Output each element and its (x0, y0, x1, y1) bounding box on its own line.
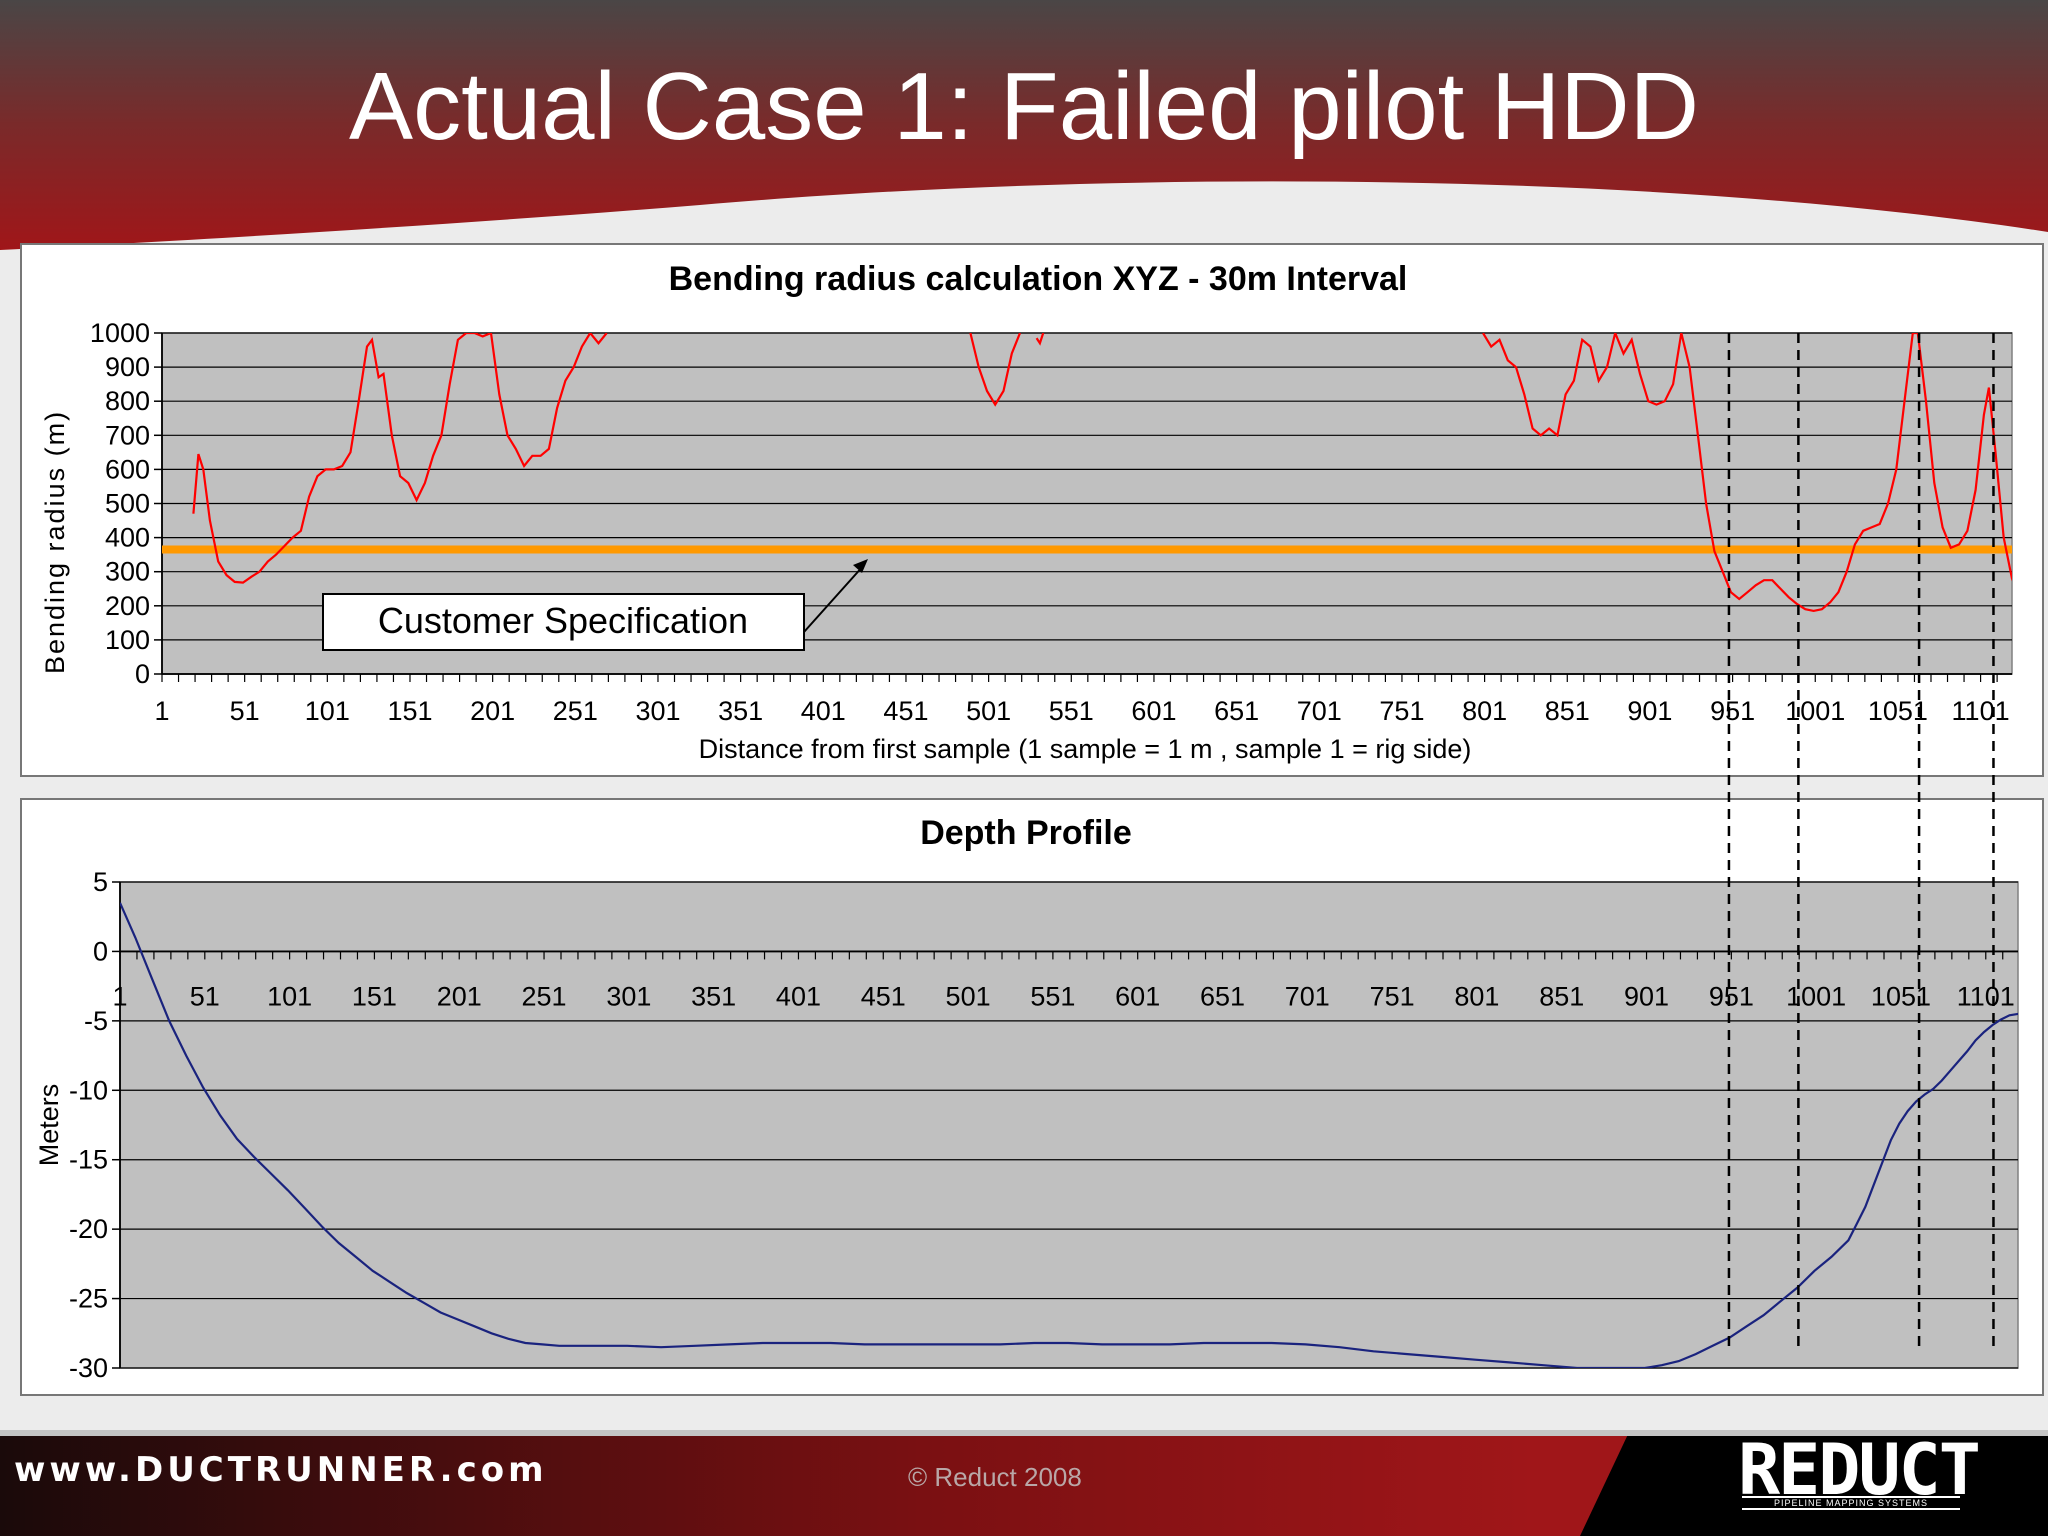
footer-website-link[interactable]: www.DUCTRUNNER.com (14, 1450, 548, 1490)
footer-copyright: © Reduct 2008 (908, 1462, 1082, 1492)
x-tick-label: 101 (267, 981, 312, 1011)
x-tick-label: 601 (1115, 981, 1160, 1011)
depth-y-axis-label: Meters (34, 1084, 64, 1167)
depth-profile-chart-panel: Depth Profile 5 0 -5 -10 -15 -20 -25 -30 1 51 101 1… (20, 798, 2044, 1396)
x-tick-label: 901 (1627, 696, 1672, 726)
y-tick-label: 300 (105, 557, 150, 587)
y-tick-label: 700 (105, 420, 150, 450)
x-tick-label: 201 (470, 696, 515, 726)
bending-y-axis-label: Bending radius (m) (40, 410, 70, 674)
callout-arrowhead (853, 559, 868, 573)
reduct-logo: REDUCT (1738, 1429, 1981, 1511)
x-tick-label: 151 (387, 696, 432, 726)
x-tick-label: 151 (352, 981, 397, 1011)
bending-radius-series (489, 333, 608, 469)
y-tick-label: 0 (93, 936, 108, 966)
y-tick-label: -10 (69, 1075, 108, 1105)
x-tick-label: 951 (1709, 981, 1754, 1011)
x-tick-label: 1101 (1957, 981, 2015, 1011)
x-tick-label: 351 (691, 981, 736, 1011)
y-tick-label: 900 (105, 352, 150, 382)
x-tick-label: 401 (776, 981, 821, 1011)
bending-radius-chart: Bending radius calculation XYZ - 30m Int… (40, 260, 2013, 764)
depth-chart-title: Depth Profile (920, 814, 1132, 852)
x-tick-label: 451 (861, 981, 906, 1011)
x-tick-label: 601 (1131, 696, 1176, 726)
bending-radius-series (969, 333, 1022, 407)
x-tick-label: 751 (1370, 981, 1415, 1011)
x-tick-label: 851 (1539, 981, 1584, 1011)
x-tick-label: 1001 (1785, 696, 1845, 726)
x-tick-label: 1051 (1868, 696, 1928, 726)
x-tick-label: 251 (522, 981, 567, 1011)
x-tick-label: 751 (1379, 696, 1424, 726)
x-tick-label: 1 (112, 981, 127, 1011)
y-tick-label: -30 (69, 1353, 108, 1383)
y-tick-label: 500 (105, 489, 150, 519)
x-tick-label: 301 (606, 981, 651, 1011)
callout-label: Customer Specification (378, 600, 748, 641)
depth-profile-chart: Depth Profile 50-5-10-15-20-25-301 51 101 1… (34, 814, 2019, 1383)
customer-specification-callout: Customer Specification (322, 559, 868, 651)
x-tick-label: 801 (1462, 696, 1507, 726)
x-tick-label: 201 (437, 981, 482, 1011)
callout-box (322, 593, 805, 651)
y-tick-label: 1000 (90, 318, 150, 348)
x-tick-label: 801 (1454, 981, 1499, 1011)
x-tick-label: 101 (305, 696, 350, 726)
y-tick-label: 200 (105, 591, 150, 621)
y-tick-label: -5 (84, 1006, 108, 1036)
bending-radius-series (1680, 333, 2012, 613)
depth-plot-area: 50-5-10-15-20-25-301 51 101 151 201 251 301 351… (69, 867, 2019, 1383)
x-tick-label: 351 (718, 696, 763, 726)
x-tick-label: 651 (1200, 981, 1245, 1011)
x-tick-label: 401 (801, 696, 846, 726)
y-tick-label: 0 (135, 659, 150, 689)
y-tick-label: 600 (105, 454, 150, 484)
x-tick-label: 851 (1545, 696, 1590, 726)
x-tick-label: 701 (1297, 696, 1342, 726)
x-tick-label: 651 (1214, 696, 1259, 726)
bending-radius-series (192, 333, 492, 584)
x-tick-label: 551 (1030, 981, 1075, 1011)
x-tick-label: 251 (553, 696, 598, 726)
x-tick-label: 1001 (1786, 981, 1846, 1011)
y-tick-label: 400 (105, 523, 150, 553)
y-tick-label: 800 (105, 386, 150, 416)
x-tick-label: 1 (154, 696, 169, 726)
x-tick-label: 301 (635, 696, 680, 726)
bending-radius-series (1482, 333, 1683, 438)
y-tick-label: 100 (105, 625, 150, 655)
bending-radius-chart-panel: Bending radius calculation XYZ - 30m Int… (20, 243, 2044, 777)
x-tick-label: 1051 (1871, 981, 1931, 1011)
y-tick-label: -25 (69, 1284, 108, 1314)
y-tick-label: -20 (69, 1214, 108, 1244)
bending-chart-title: Bending radius calculation XYZ - 30m Int… (669, 260, 1408, 298)
slide-title: Actual Case 1: Failed pilot HDD (349, 53, 1699, 160)
x-tick-label: 51 (230, 696, 260, 726)
y-tick-label: -15 (69, 1145, 108, 1175)
x-tick-label: 901 (1624, 981, 1669, 1011)
x-tick-label: 501 (946, 981, 991, 1011)
x-tick-label: 51 (190, 981, 220, 1011)
x-tick-label: 701 (1285, 981, 1330, 1011)
callout-arrow-line (803, 564, 865, 633)
slide-header (0, 0, 2048, 250)
x-tick-label: 451 (883, 696, 928, 726)
x-tick-label: 951 (1710, 696, 1755, 726)
x-tick-label: 501 (966, 696, 1011, 726)
bending-radius-series (1035, 333, 1045, 346)
reduct-logo-subtitle: PIPELINE MAPPING SYSTEMS (1742, 1496, 1960, 1510)
y-tick-label: 5 (93, 867, 108, 897)
plot-background (119, 881, 2019, 1369)
x-tick-label: 1101 (1952, 696, 2010, 726)
x-tick-label: 551 (1049, 696, 1094, 726)
depth-profile-series (120, 902, 2018, 1368)
bending-x-axis-label: Distance from first sample (1 sample = 1… (699, 734, 1472, 764)
